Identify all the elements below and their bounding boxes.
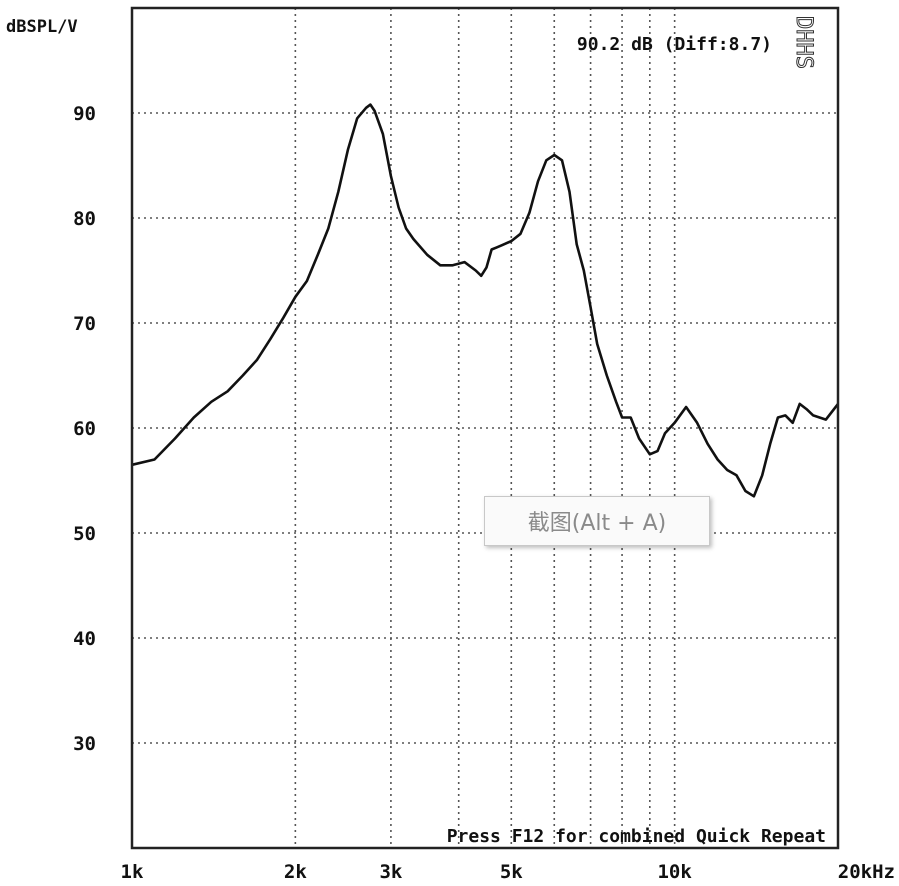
y-tick-label: 50: [73, 523, 96, 545]
level-readout: 90.2 dB (Diff:8.7): [577, 34, 772, 55]
x-tick-label: 10k: [657, 861, 692, 883]
y-tick-label: 60: [73, 418, 96, 440]
quick-repeat-prompt: Press F12 for combined Quick Repeat: [447, 826, 826, 847]
y-tick-label: 90: [73, 103, 96, 125]
y-axis-label: dBSPL/V: [6, 17, 78, 37]
x-tick-label: 5k: [500, 861, 523, 883]
x-tick-label: 2k: [284, 861, 307, 883]
y-tick-labels: 30 40 50 60 70 80 90: [73, 103, 96, 755]
y-tick-label: 30: [73, 733, 96, 755]
x-tick-labels: 1k 2k 3k 5k 10k 20kHz: [121, 861, 895, 883]
y-tick-label: 40: [73, 628, 96, 650]
screenshot-tooltip: 截图(Alt + A): [484, 496, 710, 546]
x-tick-label: 20kHz: [838, 861, 895, 883]
y-tick-label: 80: [73, 208, 96, 230]
x-tick-label: 1k: [121, 861, 144, 883]
grid: [132, 8, 838, 848]
y-tick-label: 70: [73, 313, 96, 335]
x-tick-label: 3k: [379, 861, 402, 883]
brand-logo: DHHS: [791, 16, 816, 69]
plot-frame: [130, 6, 840, 850]
series-line: [131, 103, 840, 498]
